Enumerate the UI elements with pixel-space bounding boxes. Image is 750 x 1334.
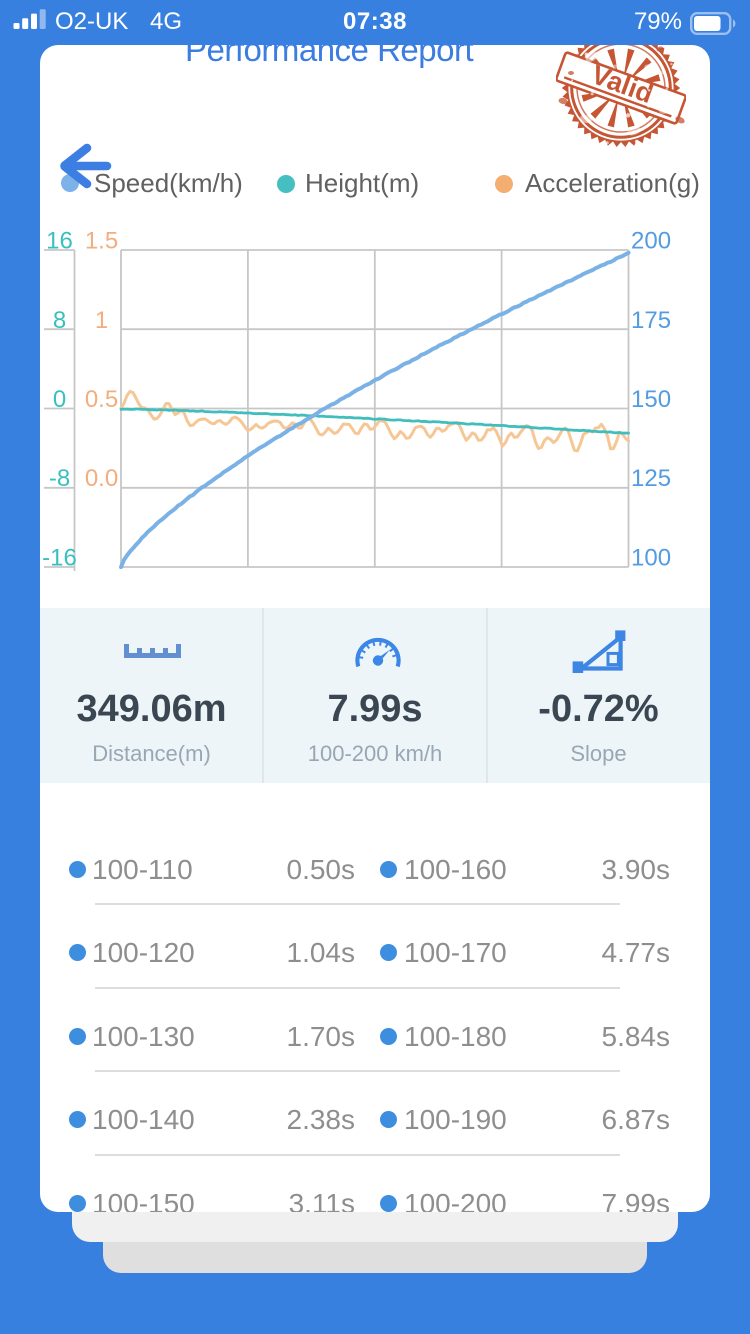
svg-text:200: 200: [631, 228, 671, 255]
svg-text:150: 150: [631, 386, 671, 413]
svg-text:8: 8: [53, 307, 66, 334]
svg-text:175: 175: [631, 307, 671, 334]
svg-text:125: 125: [631, 465, 671, 492]
svg-text:0.5: 0.5: [85, 386, 118, 413]
svg-text:100: 100: [631, 545, 671, 572]
svg-text:-8: -8: [49, 465, 70, 492]
svg-text:0: 0: [53, 386, 66, 413]
svg-text:1.5: 1.5: [85, 228, 118, 255]
svg-text:-16: -16: [42, 545, 77, 572]
svg-text:0.0: 0.0: [85, 465, 118, 492]
svg-text:16: 16: [46, 228, 73, 255]
svg-text:1: 1: [95, 307, 108, 334]
